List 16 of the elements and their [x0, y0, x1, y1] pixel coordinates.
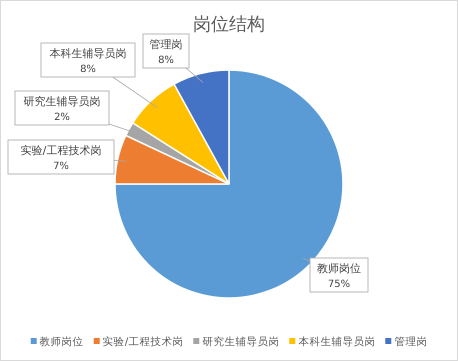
slice-label: 本科生辅导员岗 [50, 47, 126, 60]
legend-label: 研究生辅导员岗 [202, 335, 280, 348]
data-label: 2% [54, 112, 70, 123]
legend-label: 本科生辅导员岗 [298, 335, 376, 348]
chart-title: 岗位结构 [193, 14, 265, 35]
data-label: 8% [80, 64, 96, 75]
legend-label: 实验/工程技术岗 [102, 335, 184, 348]
legend-label: 管理岗 [394, 335, 428, 348]
data-label: 75% [328, 279, 350, 290]
slice-label: 实验/工程技术岗 [20, 144, 102, 157]
slice-label: 研究生辅导员岗 [24, 95, 100, 108]
data-label: 7% [53, 161, 69, 172]
data-label: 8% [158, 55, 174, 66]
slice-label: 管理岗 [150, 38, 182, 51]
legend-label: 教师岗位 [40, 335, 84, 348]
slice-label: 教师岗位 [317, 262, 361, 275]
